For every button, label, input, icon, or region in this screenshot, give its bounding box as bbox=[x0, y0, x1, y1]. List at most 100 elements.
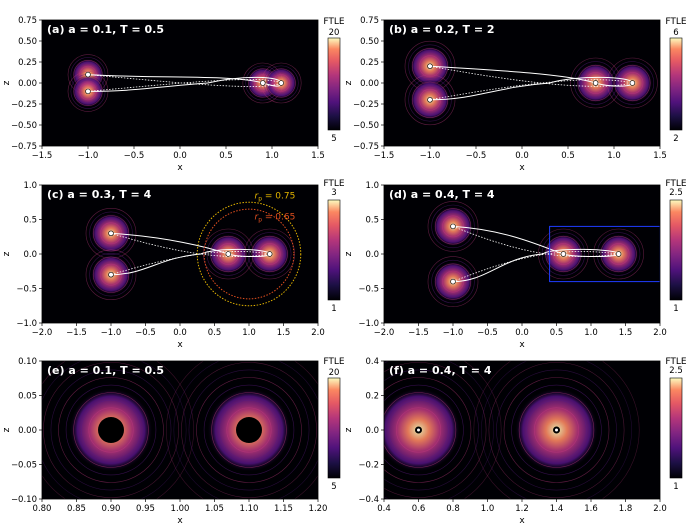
x-tick-label: 0.0 bbox=[515, 151, 529, 161]
x-tick-label: 0.5 bbox=[550, 328, 564, 338]
y-tick-label: 0.00 bbox=[18, 79, 37, 89]
ftle-ridge bbox=[211, 392, 287, 468]
panel-a: −1.5 −1.0 −0.5 0.0 0.5 1.0 1.5 −0.75 −0.50 −0.25 0… bbox=[2, 16, 345, 173]
y-tick-label: −0.75 bbox=[11, 142, 37, 152]
panel-title: (f) a = 0.4, T = 4 bbox=[389, 364, 492, 377]
x-tick-label: 2.0 bbox=[653, 328, 667, 338]
y-tick-label: 0.5 bbox=[23, 216, 37, 226]
y-tick-label: 0.25 bbox=[360, 58, 379, 68]
x-tick-label: 0.5 bbox=[561, 151, 575, 161]
x-tick-label: −1.5 bbox=[32, 151, 53, 161]
ftle-ridge bbox=[473, 361, 640, 499]
ftle-ridge bbox=[617, 68, 647, 98]
ftle-ridge bbox=[42, 361, 187, 499]
x-axis-label: x bbox=[519, 163, 525, 173]
ring-annotation: rp = 0.75 bbox=[255, 191, 296, 202]
x-tick-label: 1.00 bbox=[171, 504, 190, 514]
colorbar-label: FTLE bbox=[665, 17, 687, 27]
x-tick-label: 1.4 bbox=[550, 504, 564, 514]
ftle-ridge bbox=[438, 267, 468, 297]
x-tick-label: 0.0 bbox=[173, 151, 187, 161]
body-marker bbox=[85, 88, 91, 95]
y-tick-label: −0.2 bbox=[358, 461, 379, 471]
ftle-ridge bbox=[384, 362, 487, 498]
x-tick-label: −1.0 bbox=[101, 328, 122, 338]
ftle-ridge bbox=[188, 369, 310, 491]
y-tick-label: −0.50 bbox=[353, 121, 379, 131]
y-tick-label: 0.50 bbox=[360, 37, 379, 47]
x-axis-label: x bbox=[177, 163, 183, 173]
body-marker bbox=[225, 251, 232, 257]
x-tick-label: 2.0 bbox=[653, 504, 667, 514]
ftle-ridge bbox=[181, 362, 317, 498]
y-tick-label: 0.0 bbox=[365, 426, 379, 436]
ftle-ridge bbox=[518, 392, 595, 468]
plot-area-e bbox=[42, 361, 318, 499]
ftle-ridge bbox=[614, 64, 651, 102]
ftle-ridge bbox=[244, 228, 296, 280]
y-tick-label: 0.0 bbox=[23, 250, 37, 260]
orbit-dotted bbox=[429, 65, 633, 101]
x-tick-label: 1.8 bbox=[619, 504, 633, 514]
x-tick-label: 1.05 bbox=[205, 504, 224, 514]
y-tick-label: 0.75 bbox=[360, 16, 379, 26]
ftle-ridge bbox=[73, 392, 149, 468]
ftle-ridge bbox=[50, 369, 172, 491]
y-tick-label: 0.4 bbox=[365, 357, 379, 367]
ftle-ridge bbox=[434, 263, 472, 300]
ftle-ridge bbox=[442, 215, 464, 238]
ftle-ridge bbox=[395, 407, 442, 453]
body-marker bbox=[427, 97, 433, 103]
x-tick-label: 1.0 bbox=[607, 151, 621, 161]
ftle-ridge bbox=[388, 399, 449, 461]
ftle-ridge bbox=[384, 384, 464, 476]
y-axis-label: z bbox=[344, 80, 354, 85]
panel-c: −2.0 −1.5 −1.0 −0.5 0.0 0.5 1.0 1.5 2.0 −1.0 −0.5 0… bbox=[2, 179, 345, 350]
body-marker bbox=[85, 71, 91, 78]
ftle-ridge bbox=[269, 71, 293, 95]
colorbar-label: FTLE bbox=[323, 357, 345, 367]
ftle-ridge bbox=[581, 68, 611, 98]
y-tick-label: 0.10 bbox=[18, 357, 37, 367]
y-tick-label: 1.0 bbox=[23, 181, 37, 191]
y-tick-label: −1.0 bbox=[358, 319, 379, 329]
colorbar-label: FTLE bbox=[665, 179, 687, 189]
y-tick-label: 0.0 bbox=[365, 250, 379, 260]
ftle-ridge bbox=[85, 249, 137, 301]
ftle-ridge bbox=[511, 384, 602, 476]
ftle-ridge bbox=[218, 399, 280, 461]
ftle-ridge bbox=[258, 243, 281, 265]
y-tick-label: 0.75 bbox=[18, 16, 37, 26]
y-tick-label: 0.00 bbox=[18, 426, 37, 436]
colorbar bbox=[669, 37, 683, 131]
colorbar-min-label: 1 bbox=[673, 304, 678, 314]
x-tick-label: −1.5 bbox=[408, 328, 429, 338]
colorbar bbox=[669, 377, 683, 479]
x-tick-label: 1.2 bbox=[515, 504, 529, 514]
y-axis-label: z bbox=[2, 80, 12, 85]
body-marker bbox=[108, 272, 114, 278]
ftle-ridge bbox=[96, 260, 126, 290]
ftle-ridge bbox=[248, 232, 292, 276]
body-center bbox=[417, 428, 420, 432]
ftle-ridge bbox=[607, 57, 658, 109]
ftle-ridge bbox=[96, 218, 126, 248]
ftle-ridge bbox=[404, 74, 456, 126]
colorbar bbox=[327, 199, 341, 301]
body-marker bbox=[278, 80, 284, 86]
ftle-ridge bbox=[88, 407, 134, 453]
y-axis-label: z bbox=[344, 251, 354, 256]
x-tick-label: −0.5 bbox=[466, 151, 487, 161]
ftle-ridge bbox=[100, 263, 122, 286]
ftle-ridge bbox=[419, 55, 441, 78]
colorbar-min-label: 1 bbox=[331, 304, 336, 314]
y-tick-label: −0.10 bbox=[11, 495, 37, 505]
ftle-ridge bbox=[384, 369, 479, 491]
y-tick-label: −0.25 bbox=[11, 100, 37, 110]
y-tick-label: −0.5 bbox=[358, 285, 379, 295]
ftle-ridge bbox=[217, 243, 240, 265]
ftle-ridge bbox=[42, 361, 195, 499]
x-tick-label: 1.5 bbox=[653, 151, 667, 161]
ftle-ridge bbox=[226, 407, 272, 453]
